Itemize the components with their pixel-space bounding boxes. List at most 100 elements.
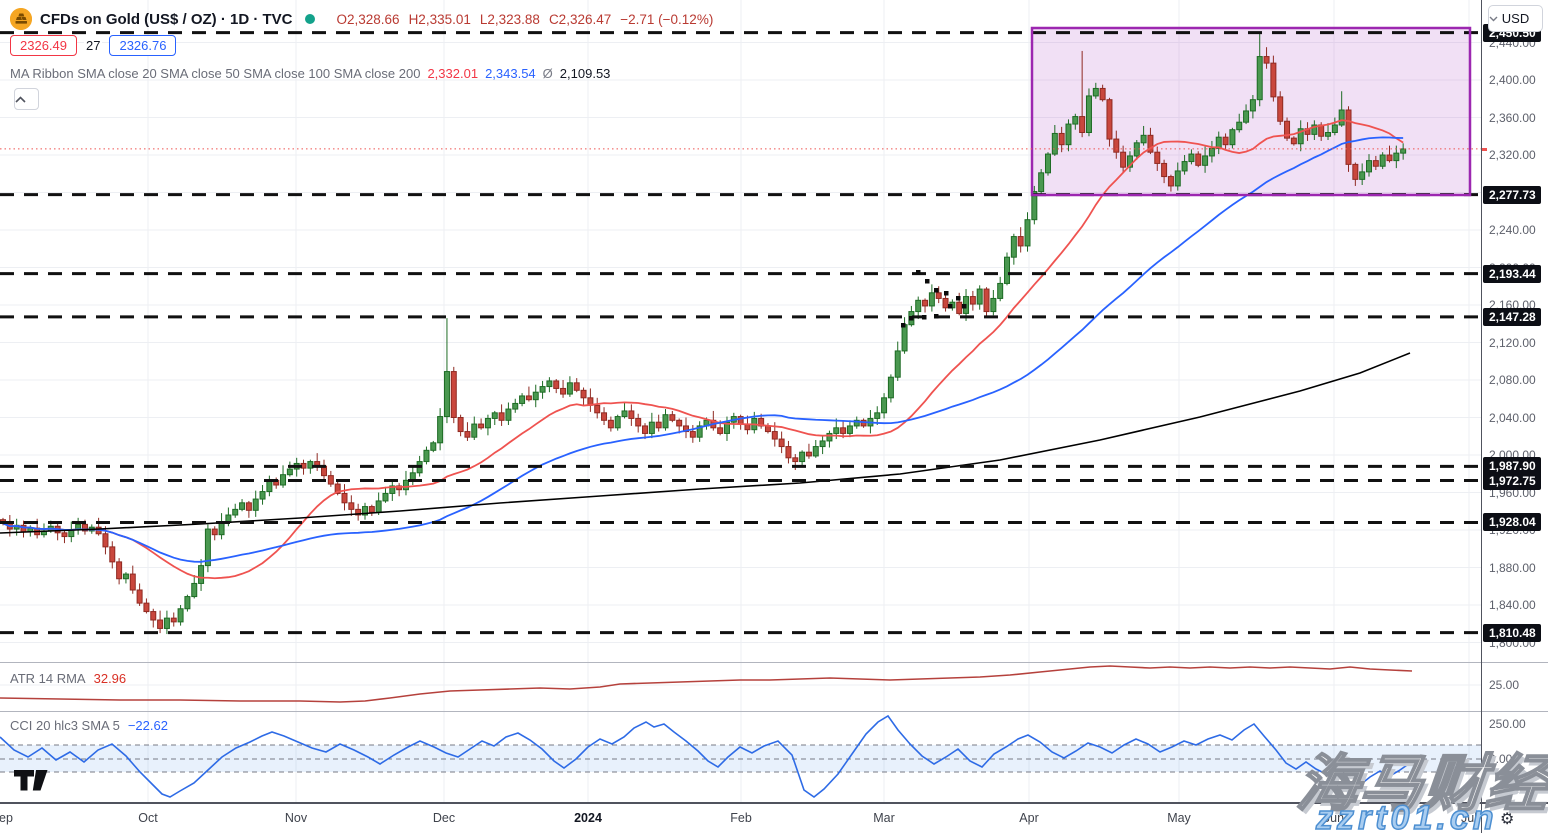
candle-body: [484, 417, 491, 429]
candle-body: [1126, 155, 1133, 168]
candle-body: [382, 492, 389, 502]
candle-body: [1222, 136, 1229, 146]
candle-body: [396, 485, 403, 491]
cci-axis-label: −250.00: [1489, 782, 1533, 796]
symbol-row: CFDs on Gold (US$ / OZ) · 1D · TVC O2,32…: [10, 8, 713, 30]
candle-body: [969, 296, 976, 305]
cci-pane[interactable]: [0, 712, 1482, 803]
candle-body: [512, 402, 519, 410]
cci-label: CCI 20 hlc3 SMA 5: [10, 718, 120, 733]
candle-body: [812, 446, 819, 457]
pattern-dot: [916, 270, 921, 275]
candle-body: [956, 301, 963, 314]
gold-symbol-icon: [10, 8, 32, 30]
candle-body: [327, 475, 334, 485]
candle-body: [136, 589, 143, 604]
candle-body: [785, 446, 792, 459]
sell-button[interactable]: 2326.49: [10, 35, 77, 56]
pane-divider[interactable]: [0, 711, 1548, 712]
currency-dropdown[interactable]: USD: [1488, 5, 1543, 32]
candle-body: [109, 546, 116, 563]
candle-body: [498, 412, 505, 421]
time-axis-label: ep: [0, 811, 13, 825]
candle-body: [1366, 160, 1372, 173]
cci-indicator-legend[interactable]: CCI 20 hlc3 SMA 5 −22.62: [10, 718, 168, 733]
candle-body: [553, 380, 560, 389]
candle-body: [928, 292, 935, 307]
candle-body: [573, 382, 580, 391]
settings-gear-icon[interactable]: ⚙: [1500, 811, 1515, 828]
candle-body: [280, 474, 287, 486]
candle-body: [546, 380, 553, 388]
time-axis-divider: [0, 802, 1548, 804]
market-status-icon[interactable]: [304, 14, 315, 24]
pane-divider[interactable]: [0, 662, 1548, 663]
candle-body: [1113, 138, 1120, 153]
change-value: −2.71 (−0.12%): [620, 11, 714, 27]
candle-body: [122, 573, 129, 580]
candle-body: [901, 324, 908, 352]
candle-body: [826, 432, 833, 442]
time-axis[interactable]: ep Oct Nov Dec 2024 Feb Mar Apr May Jun Jul: [0, 804, 1481, 833]
high-value: H2,335.01: [408, 11, 471, 27]
candle-body: [997, 282, 1004, 299]
candle-body: [1051, 132, 1058, 155]
candle-body: [1167, 176, 1174, 187]
candle-body: [642, 425, 649, 434]
candle-body: [662, 414, 669, 429]
purple-range-box-fill: [1032, 28, 1470, 195]
candle-body: [1024, 219, 1031, 247]
candle-body: [1243, 110, 1250, 123]
candle-body: [833, 427, 840, 434]
candle-body: [1372, 160, 1379, 167]
ma-ribbon-value: 2,109.53: [559, 66, 611, 81]
price-level-badge: 1,928.04: [1483, 513, 1541, 532]
atr-label: ATR 14 RMA: [10, 671, 86, 686]
atr-line: [0, 665, 1413, 703]
symbol-title[interactable]: CFDs on Gold (US$ / OZ) · 1D · TVC: [40, 10, 293, 28]
candle-body: [1325, 132, 1332, 137]
candle-body: [792, 457, 799, 463]
axis-price-label: 2,080.00: [1489, 373, 1536, 387]
price-level-badge: 2,147.28: [1483, 307, 1541, 326]
candle-body: [232, 508, 239, 516]
ma-ribbon-value: 2,332.01: [427, 66, 479, 81]
candle-body: [771, 431, 778, 440]
atr-indicator-legend[interactable]: ATR 14 RMA 32.96: [10, 671, 126, 686]
candle-body: [799, 451, 806, 463]
candle-body: [1188, 153, 1195, 163]
candle-body: [1393, 152, 1400, 162]
buy-button[interactable]: 2326.76: [109, 35, 177, 56]
candle-body: [1017, 236, 1024, 247]
close-value: C2,326.47: [548, 11, 612, 27]
candle-body: [1004, 256, 1011, 284]
candle-body: [177, 608, 184, 623]
candle-body: [1284, 120, 1291, 139]
pattern-dot: [948, 304, 953, 309]
atr-pane[interactable]: [0, 663, 1482, 712]
cci-line: [0, 714, 1411, 798]
candle-body: [614, 416, 621, 429]
collapse-legend-button[interactable]: [14, 88, 39, 110]
candle-body: [443, 371, 450, 418]
ma-ribbon-legend[interactable]: MA Ribbon SMA close 20 SMA close 50 SMA …: [10, 66, 610, 81]
candle-body: [1215, 136, 1222, 149]
spread-value: 27: [84, 38, 103, 53]
ma-ribbon-label: MA Ribbon SMA close 20 SMA close 50 SMA …: [10, 66, 421, 81]
candle-body: [1311, 124, 1318, 135]
price-level-badge: 1,972.75: [1483, 471, 1541, 490]
candle-body: [116, 561, 123, 580]
atr-axis-label: 25.00: [1489, 678, 1520, 692]
candle-body: [375, 500, 382, 513]
candle-body: [1079, 116, 1086, 133]
candle-body: [423, 449, 430, 463]
candle-body: [1297, 128, 1304, 145]
candle-body: [1161, 162, 1168, 178]
candle-body: [1400, 148, 1407, 154]
main-price-pane[interactable]: [0, 0, 1482, 662]
candle-body: [1195, 153, 1202, 166]
candlestick-series: [0, 33, 1407, 635]
time-axis-label: Feb: [730, 811, 752, 825]
price-axis[interactable]: USD 2,440.002,400.002,360.002,320.002,28…: [1482, 0, 1548, 833]
candle-body: [464, 431, 471, 438]
